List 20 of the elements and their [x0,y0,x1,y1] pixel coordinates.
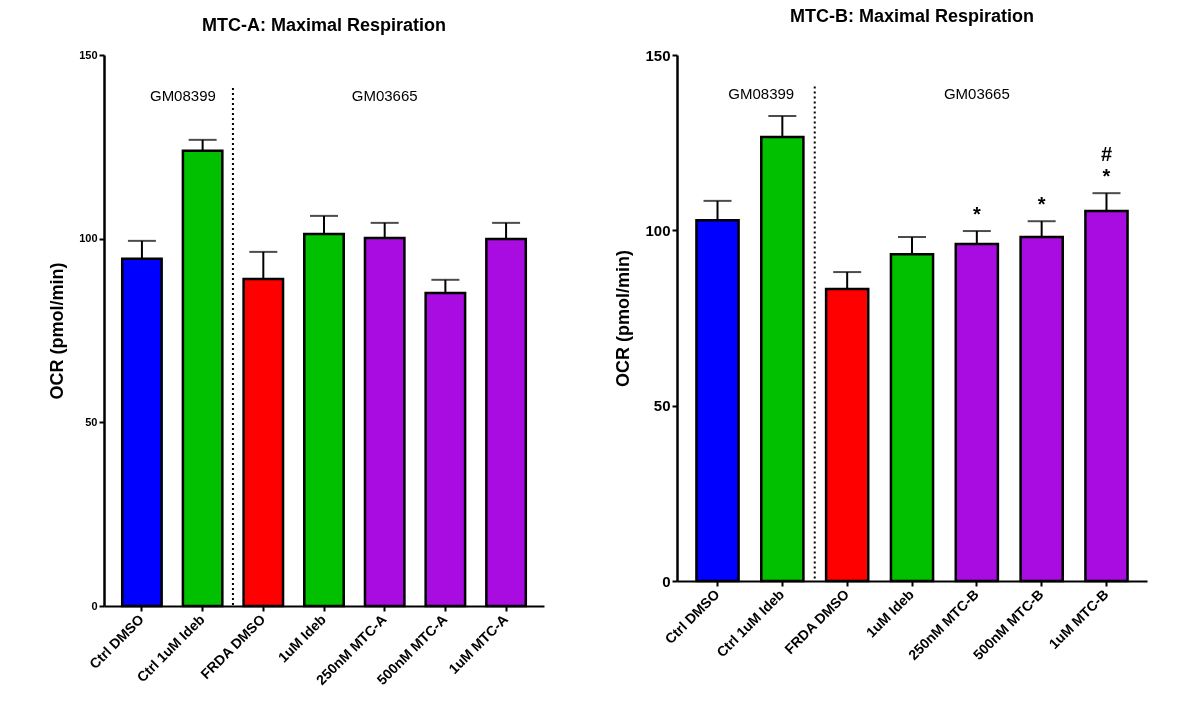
y-tick-label: 0 [91,599,98,612]
chart-title: MTC-A: Maximal Respiration [201,15,447,35]
annotation: * [1102,165,1111,188]
annotation: * [972,203,981,226]
y-axis-title: OCR (pmol/min) [613,250,634,387]
y-tick-label: 50 [85,415,98,428]
annotation: # [1100,143,1113,166]
y-axis-title: OCR (pmol/min) [47,262,68,400]
annotation: GM03665 [943,85,1010,103]
y-tick-label: 100 [79,232,98,245]
annotation: GM03665 [351,87,418,105]
y-tick-label: 50 [653,397,671,415]
chart-title: MTC-B: Maximal Respiration [789,6,1035,26]
annotation: * [1037,193,1046,216]
annotation: GM08399 [149,87,216,105]
annotation: GM08399 [728,85,795,103]
y-tick-label: 100 [645,221,671,239]
y-tick-label: 150 [79,48,98,61]
y-tick-label: 150 [645,46,671,64]
y-tick-label: 0 [662,572,671,590]
